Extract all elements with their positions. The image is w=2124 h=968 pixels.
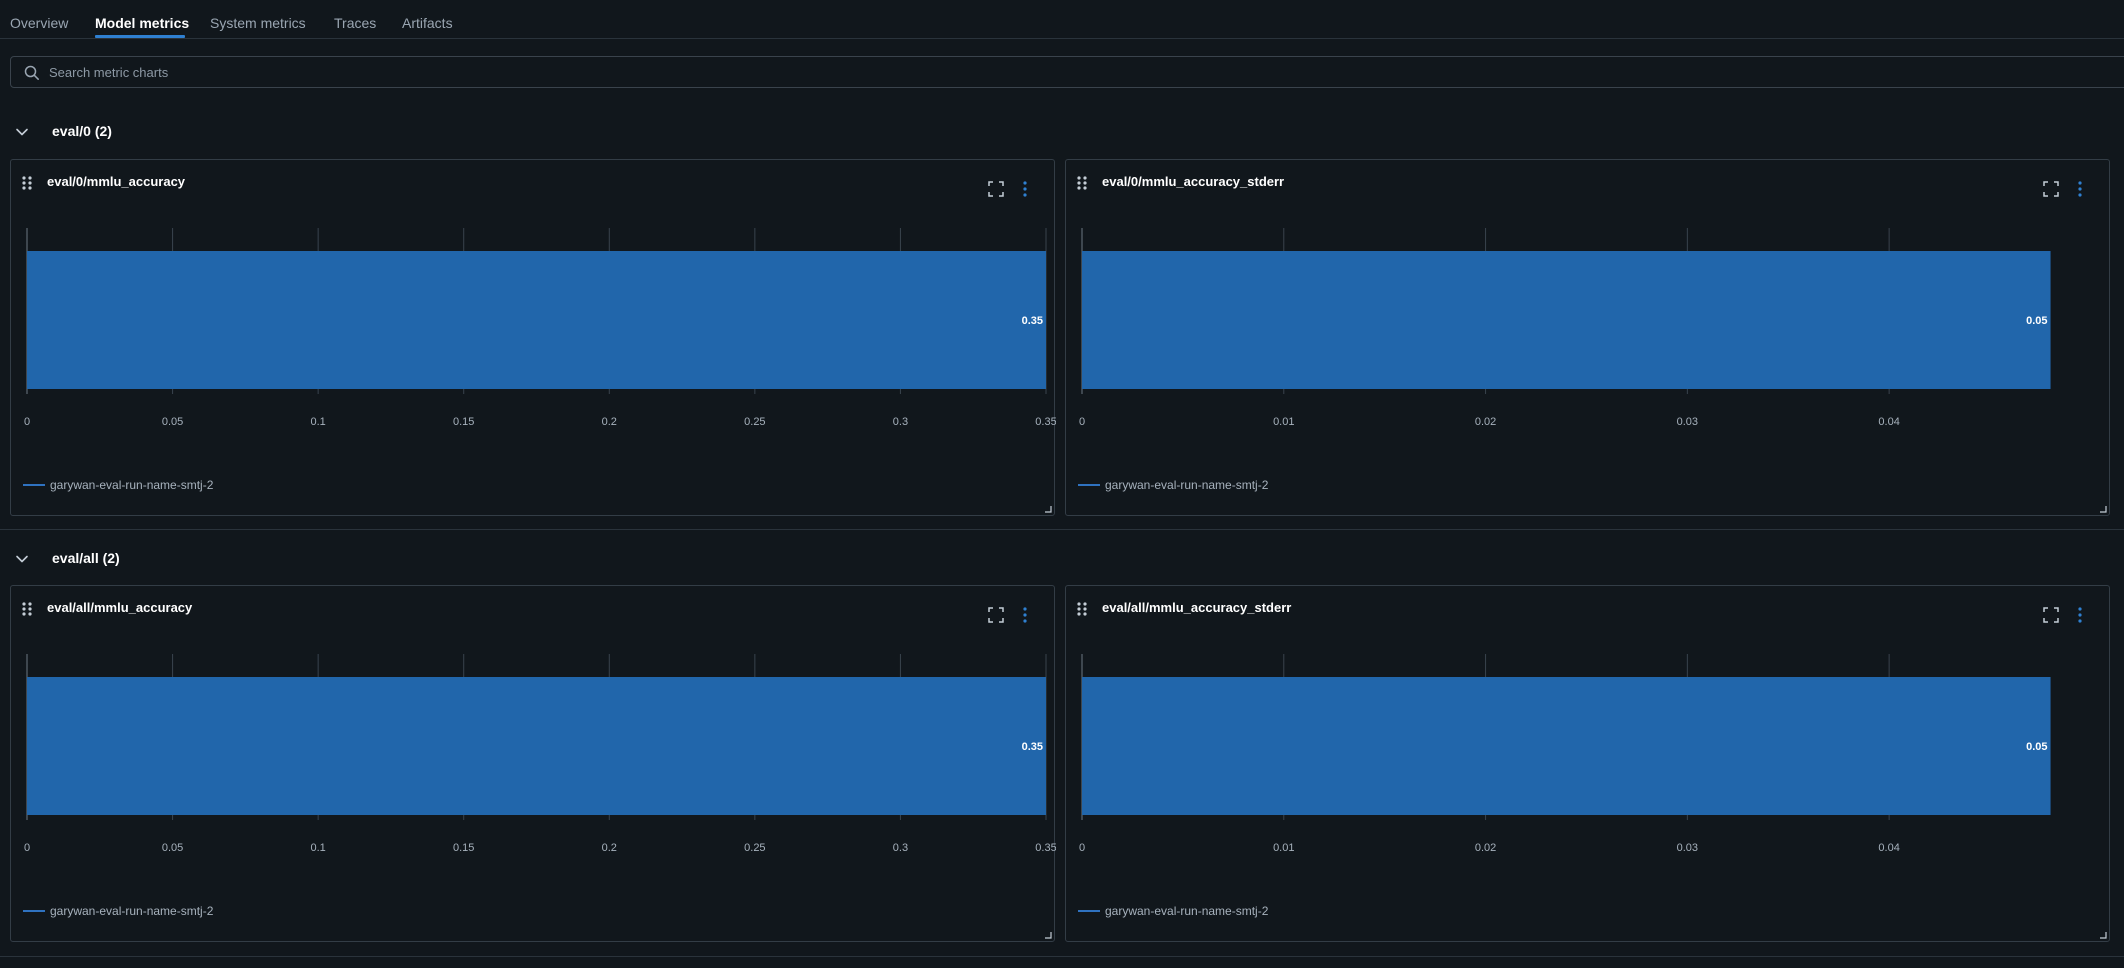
x-tick-label: 0.03	[1677, 842, 1698, 854]
x-tick-label: 0.3	[893, 416, 908, 428]
section-divider	[0, 956, 2124, 957]
more-options-icon[interactable]	[1018, 180, 1032, 198]
resize-handle-icon[interactable]	[2099, 505, 2107, 513]
x-tick-label: 0.04	[1878, 842, 1899, 854]
x-tick-label: 0.02	[1475, 416, 1496, 428]
bar-value-label: 0.05	[2026, 741, 2047, 753]
more-options-icon[interactable]	[1018, 606, 1032, 624]
drag-handle-icon[interactable]	[22, 602, 32, 616]
section-header-eval-all[interactable]: eval/all (2)	[10, 544, 310, 572]
tab-system-metrics[interactable]: System metrics	[210, 15, 306, 31]
fullscreen-icon[interactable]	[2042, 606, 2060, 624]
bar-chart: 0 0.05 0.1 0.15 0.2 0.25 0.3 0.35 0.35	[24, 228, 1056, 428]
x-tick-label: 0.2	[602, 842, 617, 854]
bar-chart: 0 0.01 0.02 0.03 0.04 0.05	[1079, 228, 2051, 428]
legend-label: garywan-eval-run-name-smtj-2	[50, 904, 214, 918]
x-tick-label: 0.35	[1035, 842, 1056, 854]
drag-handle-icon[interactable]	[1077, 602, 1087, 616]
search-box	[10, 56, 2124, 88]
chart-card: eval/0/mmlu_accuracy 0 0.05 0.1 0.15 0.2 0.25…	[10, 159, 1056, 516]
legend-label: garywan-eval-run-name-smtj-2	[1105, 478, 1269, 492]
legend-label: garywan-eval-run-name-smtj-2	[50, 478, 214, 492]
chevron-down-icon	[16, 555, 28, 563]
legend-swatch	[1078, 910, 1100, 912]
section-divider	[0, 529, 2124, 530]
section-title: eval/all (2)	[52, 550, 120, 566]
x-tick-label: 0.35	[1035, 416, 1056, 428]
x-tick-label: 0	[1079, 842, 1085, 854]
x-tick-label: 0.01	[1273, 416, 1294, 428]
tab-overview[interactable]: Overview	[10, 15, 69, 31]
more-options-icon[interactable]	[2073, 180, 2087, 198]
bar-value-label: 0.05	[2026, 315, 2047, 327]
x-tick-label: 0.02	[1475, 842, 1496, 854]
fullscreen-icon[interactable]	[987, 180, 1005, 198]
legend-swatch	[1078, 484, 1100, 486]
bar-chart: 0 0.01 0.02 0.03 0.04 0.05	[1079, 654, 2051, 854]
chart-title: eval/all/mmlu_accuracy	[47, 600, 193, 615]
bar	[1082, 677, 2051, 815]
bar-value-label: 0.35	[1022, 741, 1043, 753]
legend-swatch	[23, 910, 45, 912]
x-tick-label: 0.03	[1677, 416, 1698, 428]
tab-model-metrics[interactable]: Model metrics	[95, 15, 190, 31]
x-tick-label: 0	[24, 416, 30, 428]
search-icon	[24, 65, 39, 80]
tab-traces[interactable]: Traces	[334, 15, 377, 31]
resize-handle-icon[interactable]	[1044, 931, 1052, 939]
active-tab-indicator	[95, 35, 185, 38]
more-options-icon[interactable]	[2073, 606, 2087, 624]
chart-card: eval/0/mmlu_accuracy_stderr 0 0.01 0.02 0.0…	[1065, 159, 2110, 516]
chart-card: eval/all/mmlu_accuracy_stderr 0 0.01 0.02 0…	[1065, 585, 2110, 942]
chart-title: eval/all/mmlu_accuracy_stderr	[1102, 600, 1292, 615]
drag-handle-icon[interactable]	[22, 176, 32, 190]
drag-handle-icon[interactable]	[1077, 176, 1087, 190]
bar-chart: 0 0.05 0.1 0.15 0.2 0.25 0.3 0.35 0.35	[24, 654, 1056, 854]
bar	[27, 251, 1046, 389]
tab-bar: Overview Model metrics System metrics Tr…	[0, 0, 2124, 39]
x-tick-label: 0.04	[1878, 416, 1899, 428]
resize-handle-icon[interactable]	[2099, 931, 2107, 939]
tab-artifacts[interactable]: Artifacts	[402, 15, 453, 31]
x-tick-label: 0.15	[453, 842, 474, 854]
x-tick-label: 0.1	[310, 416, 325, 428]
chevron-down-icon	[16, 128, 28, 136]
bar	[1082, 251, 2051, 389]
x-tick-label: 0.01	[1273, 842, 1294, 854]
bar	[27, 677, 1046, 815]
section-header-eval-0[interactable]: eval/0 (2)	[10, 117, 310, 145]
bar-value-label: 0.35	[1022, 315, 1043, 327]
search-input[interactable]	[47, 57, 1947, 87]
x-tick-label: 0	[1079, 416, 1085, 428]
legend-swatch	[23, 484, 45, 486]
x-tick-label: 0.15	[453, 416, 474, 428]
legend-label: garywan-eval-run-name-smtj-2	[1105, 904, 1269, 918]
resize-handle-icon[interactable]	[1044, 505, 1052, 513]
fullscreen-icon[interactable]	[987, 606, 1005, 624]
x-tick-label: 0.3	[893, 842, 908, 854]
x-tick-label: 0.1	[310, 842, 325, 854]
fullscreen-icon[interactable]	[2042, 180, 2060, 198]
chart-card: eval/all/mmlu_accuracy 0 0.05 0.1 0.15 0.2 0.…	[10, 585, 1056, 942]
chart-title: eval/0/mmlu_accuracy_stderr	[1102, 174, 1285, 189]
x-tick-label: 0.25	[744, 416, 765, 428]
x-tick-label: 0	[24, 842, 30, 854]
x-tick-label: 0.05	[162, 842, 183, 854]
x-tick-label: 0.25	[744, 842, 765, 854]
x-tick-label: 0.2	[602, 416, 617, 428]
section-title: eval/0 (2)	[52, 123, 112, 139]
x-tick-label: 0.05	[162, 416, 183, 428]
chart-title: eval/0/mmlu_accuracy	[47, 174, 186, 189]
